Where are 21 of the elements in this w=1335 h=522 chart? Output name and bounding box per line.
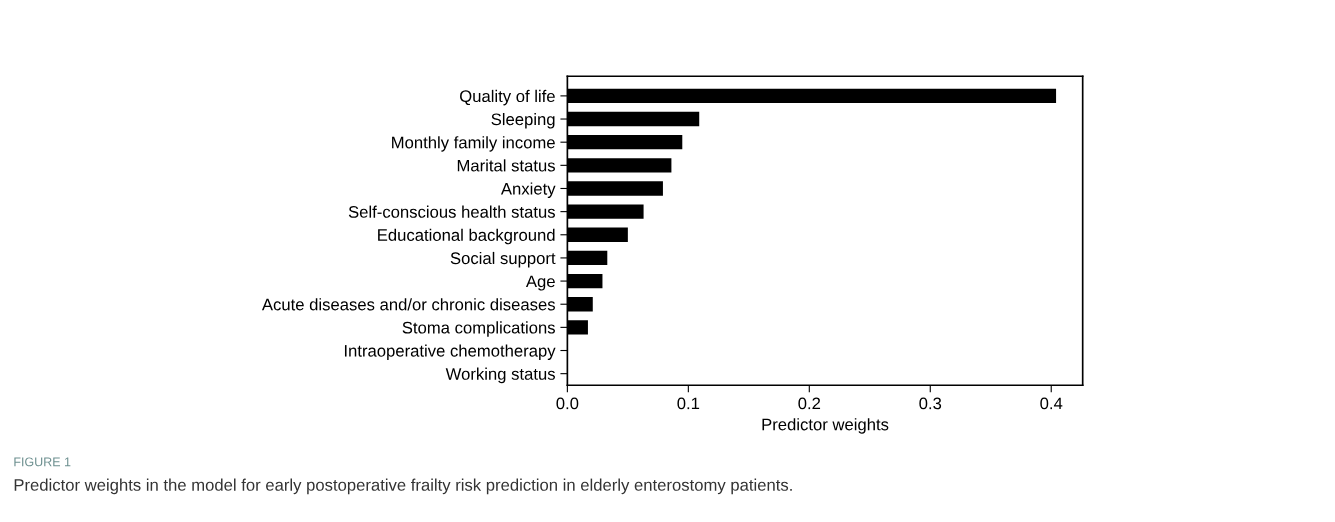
text: Predictor weights in the model for early postoperative frailty risk prediction in elderly enterostomy patients. xyxy=(14,478,792,495)
x-tick-label: 0.4 xyxy=(1040,397,1063,410)
y-tick-label: Marital status xyxy=(457,159,555,172)
y-tick-label: Stoma complications xyxy=(402,321,555,337)
y-tick-label: Self-conscious health status xyxy=(348,205,555,218)
y-tick-label: Working status xyxy=(445,367,555,384)
x-tick-label: 0.0 xyxy=(556,397,579,410)
y-tick-label: Monthly family income xyxy=(392,136,555,152)
x-axis-title: Predictor weights xyxy=(762,418,889,434)
caption: FIGURE 1 xyxy=(14,457,71,467)
y-tick-label: Anxiety xyxy=(500,182,556,198)
x-tick-label: 0.3 xyxy=(919,397,942,410)
x-tick-label: 0.1 xyxy=(677,397,700,410)
y-tick-label: Social support xyxy=(450,251,556,268)
y-tick-label: Sleeping xyxy=(491,113,555,129)
x-tick-label: 0.2 xyxy=(798,397,821,410)
y-tick-label: Educational background xyxy=(378,228,555,245)
y-tick-label: Age xyxy=(525,275,555,291)
y-tick-label: Intraoperative chemotherapy xyxy=(344,344,556,361)
y-tick-label: Acute diseases and/or chronic diseases xyxy=(261,298,555,311)
y-tick-label: Quality of life xyxy=(460,89,555,106)
